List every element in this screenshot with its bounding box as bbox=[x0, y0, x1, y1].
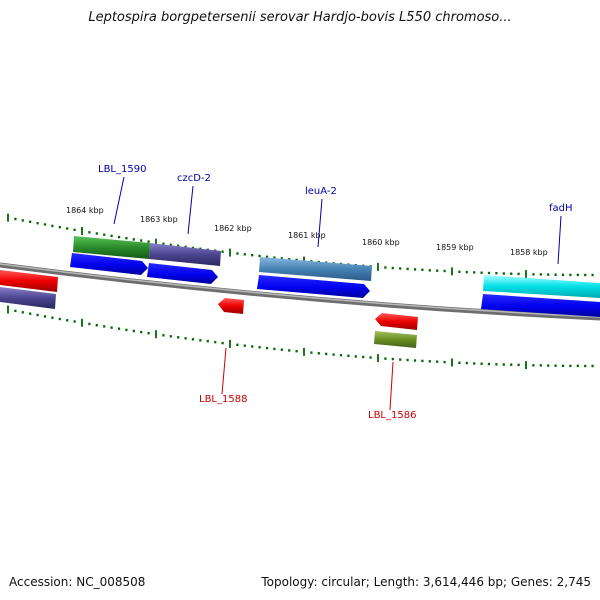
feature-cyan-gene[interactable] bbox=[483, 275, 600, 298]
cds-arrow-LBL_1588[interactable] bbox=[218, 298, 244, 314]
accession-text: Accession: NC_008508 bbox=[9, 575, 146, 589]
cds-arrow-fadH[interactable] bbox=[481, 294, 600, 317]
leader-LBL_1588 bbox=[221, 347, 227, 395]
cds-arrow-LBL_1586[interactable] bbox=[375, 313, 418, 330]
cds-red-left[interactable] bbox=[0, 270, 58, 292]
leader-leuA-2 bbox=[317, 198, 323, 248]
chromosome-backbone-highlight bbox=[0, 263, 600, 318]
leader-lines bbox=[113, 176, 562, 411]
gene-label-leuA-2[interactable]: leuA-2 bbox=[305, 186, 337, 197]
leader-czcD-2 bbox=[187, 185, 194, 235]
gene-label-LBL_1586[interactable]: LBL_1586 bbox=[368, 410, 416, 421]
ruler-label-1860: 1860 kbp bbox=[362, 238, 400, 247]
feature-steelblue-gene[interactable] bbox=[259, 257, 372, 281]
feature-purple-gene[interactable] bbox=[149, 243, 221, 266]
cds-purple-left[interactable] bbox=[0, 287, 56, 309]
cds-arrow-czcD-2[interactable] bbox=[147, 263, 218, 284]
feature-green-gene[interactable] bbox=[73, 236, 150, 259]
ruler-label-1864: 1864 kbp bbox=[66, 206, 104, 215]
gene-label-LBL_1588[interactable]: LBL_1588 bbox=[199, 394, 247, 405]
ruler-label-1863: 1863 kbp bbox=[140, 215, 178, 224]
gene-label-fadH[interactable]: fadH bbox=[549, 203, 573, 214]
outer-tick-row bbox=[7, 213, 594, 279]
cds-arrow-leuA-2[interactable] bbox=[257, 275, 370, 298]
leader-LBL_1586 bbox=[389, 361, 394, 411]
map-title: Leptospira borgpetersenii serovar Hardjo… bbox=[88, 10, 512, 25]
gene-labels: LBL_1590 czcD-2 leuA-2 fadH LBL_1588 LBL… bbox=[98, 164, 573, 421]
feature-olive-gene[interactable] bbox=[374, 331, 417, 348]
ruler-label-1859: 1859 kbp bbox=[436, 243, 474, 252]
chromosome-backbone bbox=[0, 262, 600, 321]
leader-fadH bbox=[557, 215, 562, 265]
ruler-label-1861: 1861 kbp bbox=[288, 231, 326, 240]
gene-label-LBL_1590[interactable]: LBL_1590 bbox=[98, 164, 146, 175]
inner-tick-row bbox=[7, 305, 594, 370]
cds-arrow-LBL_1590[interactable] bbox=[70, 253, 148, 275]
kbp-ruler: 1864 kbp 1863 kbp 1862 kbp 1861 kbp 1860… bbox=[66, 206, 548, 257]
gene-label-czcD-2[interactable]: czcD-2 bbox=[177, 173, 211, 184]
ruler-label-1862: 1862 kbp bbox=[214, 224, 252, 233]
leader-LBL_1590 bbox=[113, 176, 125, 225]
ruler-label-1858: 1858 kbp bbox=[510, 248, 548, 257]
genome-stats-text: Topology: circular; Length: 3,614,446 bp… bbox=[261, 575, 591, 589]
